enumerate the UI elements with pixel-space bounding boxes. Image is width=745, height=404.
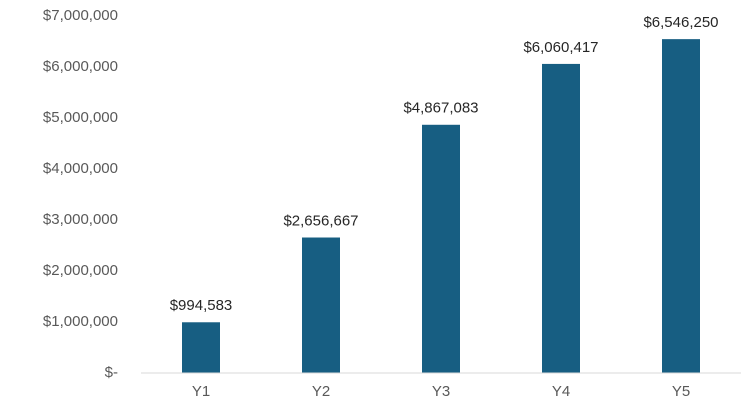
- data-label: $994,583: [170, 297, 233, 314]
- bar: [662, 39, 700, 374]
- x-tick-label: Y3: [432, 383, 450, 400]
- x-tick-label: Y4: [552, 383, 570, 400]
- y-tick-label: $4,000,000: [43, 160, 118, 177]
- y-tick-label: $7,000,000: [43, 7, 118, 24]
- bar: [422, 124, 460, 373]
- bar: [542, 63, 580, 373]
- y-tick-label: $2,000,000: [43, 262, 118, 279]
- y-tick-label: $3,000,000: [43, 211, 118, 228]
- y-tick-label: $1,000,000: [43, 313, 118, 330]
- y-tick-label: $5,000,000: [43, 109, 118, 126]
- data-label: $6,546,250: [643, 14, 718, 31]
- bar: [182, 322, 220, 373]
- data-label: $4,867,083: [403, 100, 478, 117]
- y-tick-label: $-: [105, 364, 118, 381]
- y-tick-label: $6,000,000: [43, 58, 118, 75]
- data-label: $6,060,417: [523, 39, 598, 56]
- x-tick-label: Y2: [312, 383, 330, 400]
- x-tick-label: Y1: [192, 383, 210, 400]
- data-label: $2,656,667: [283, 212, 358, 229]
- x-tick-label: Y5: [672, 383, 690, 400]
- bar: [302, 237, 340, 373]
